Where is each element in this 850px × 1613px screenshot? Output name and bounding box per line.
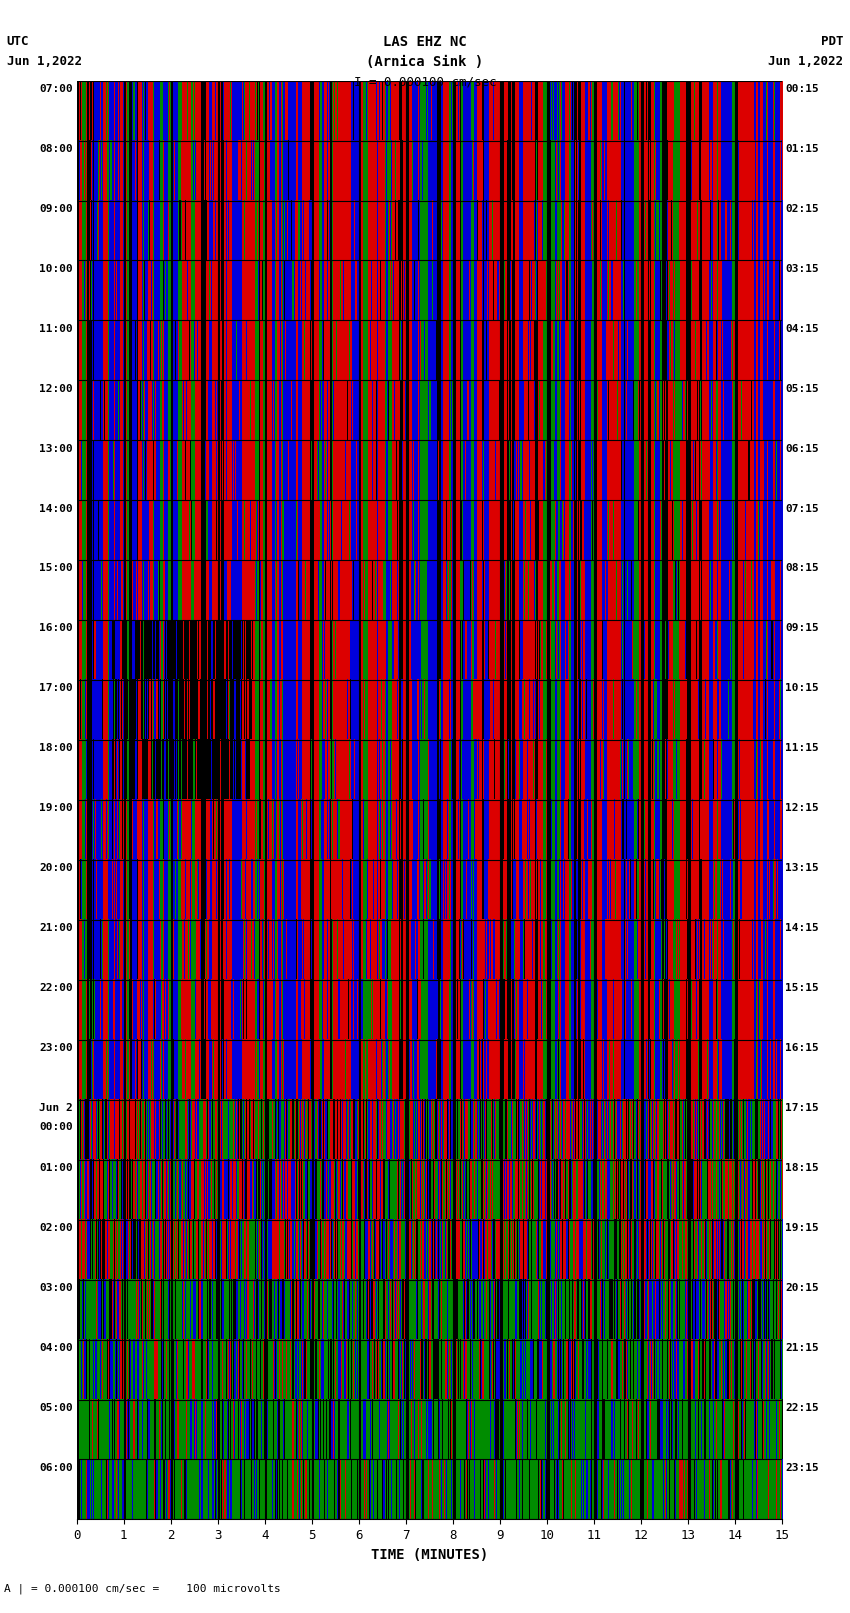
Text: 07:15: 07:15 <box>785 503 819 513</box>
Text: 07:00: 07:00 <box>39 84 73 94</box>
Text: 01:00: 01:00 <box>39 1163 73 1173</box>
Text: 09:00: 09:00 <box>39 203 73 215</box>
Text: 11:00: 11:00 <box>39 324 73 334</box>
Text: 00:15: 00:15 <box>785 84 819 94</box>
Text: 19:00: 19:00 <box>39 803 73 813</box>
Text: 08:15: 08:15 <box>785 563 819 574</box>
Text: 03:15: 03:15 <box>785 265 819 274</box>
Text: 19:15: 19:15 <box>785 1223 819 1232</box>
Text: A | = 0.000100 cm/sec =    100 microvolts: A | = 0.000100 cm/sec = 100 microvolts <box>4 1582 281 1594</box>
Text: 14:15: 14:15 <box>785 923 819 934</box>
Text: 05:00: 05:00 <box>39 1403 73 1413</box>
Text: 10:15: 10:15 <box>785 684 819 694</box>
Text: Jun 1,2022: Jun 1,2022 <box>7 55 82 68</box>
Text: 04:00: 04:00 <box>39 1342 73 1353</box>
Text: 15:15: 15:15 <box>785 984 819 994</box>
Text: 20:00: 20:00 <box>39 863 73 873</box>
Text: 10:00: 10:00 <box>39 265 73 274</box>
Text: 04:15: 04:15 <box>785 324 819 334</box>
Text: 08:00: 08:00 <box>39 144 73 153</box>
Text: 18:15: 18:15 <box>785 1163 819 1173</box>
Text: 12:00: 12:00 <box>39 384 73 394</box>
Text: 15:00: 15:00 <box>39 563 73 574</box>
Text: 11:15: 11:15 <box>785 744 819 753</box>
Text: 22:15: 22:15 <box>785 1403 819 1413</box>
Text: LAS EHZ NC: LAS EHZ NC <box>383 35 467 50</box>
Text: 06:15: 06:15 <box>785 444 819 453</box>
Text: 18:00: 18:00 <box>39 744 73 753</box>
Text: 01:15: 01:15 <box>785 144 819 153</box>
Text: 03:00: 03:00 <box>39 1282 73 1294</box>
Text: 17:00: 17:00 <box>39 684 73 694</box>
Text: 20:15: 20:15 <box>785 1282 819 1294</box>
Text: 22:00: 22:00 <box>39 984 73 994</box>
Text: I = 0.000100 cm/sec: I = 0.000100 cm/sec <box>354 76 496 89</box>
Text: 12:15: 12:15 <box>785 803 819 813</box>
Text: 02:15: 02:15 <box>785 203 819 215</box>
Text: UTC: UTC <box>7 35 29 48</box>
Text: 23:15: 23:15 <box>785 1463 819 1473</box>
Text: 17:15: 17:15 <box>785 1103 819 1113</box>
Text: 05:15: 05:15 <box>785 384 819 394</box>
Text: 13:15: 13:15 <box>785 863 819 873</box>
Text: 02:00: 02:00 <box>39 1223 73 1232</box>
Text: (Arnica Sink ): (Arnica Sink ) <box>366 55 484 69</box>
Text: 00:00: 00:00 <box>39 1123 73 1132</box>
Text: 06:00: 06:00 <box>39 1463 73 1473</box>
Text: 21:00: 21:00 <box>39 923 73 934</box>
Text: 21:15: 21:15 <box>785 1342 819 1353</box>
Text: 13:00: 13:00 <box>39 444 73 453</box>
Text: 09:15: 09:15 <box>785 624 819 634</box>
Text: 14:00: 14:00 <box>39 503 73 513</box>
X-axis label: TIME (MINUTES): TIME (MINUTES) <box>371 1548 488 1561</box>
Text: PDT: PDT <box>821 35 843 48</box>
Text: Jun 1,2022: Jun 1,2022 <box>768 55 843 68</box>
Text: 23:00: 23:00 <box>39 1044 73 1053</box>
Text: 16:00: 16:00 <box>39 624 73 634</box>
Text: 16:15: 16:15 <box>785 1044 819 1053</box>
Text: Jun 2: Jun 2 <box>39 1103 73 1113</box>
